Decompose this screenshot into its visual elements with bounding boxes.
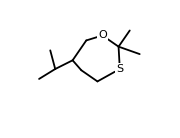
Text: O: O: [98, 30, 107, 40]
Text: S: S: [116, 64, 123, 74]
